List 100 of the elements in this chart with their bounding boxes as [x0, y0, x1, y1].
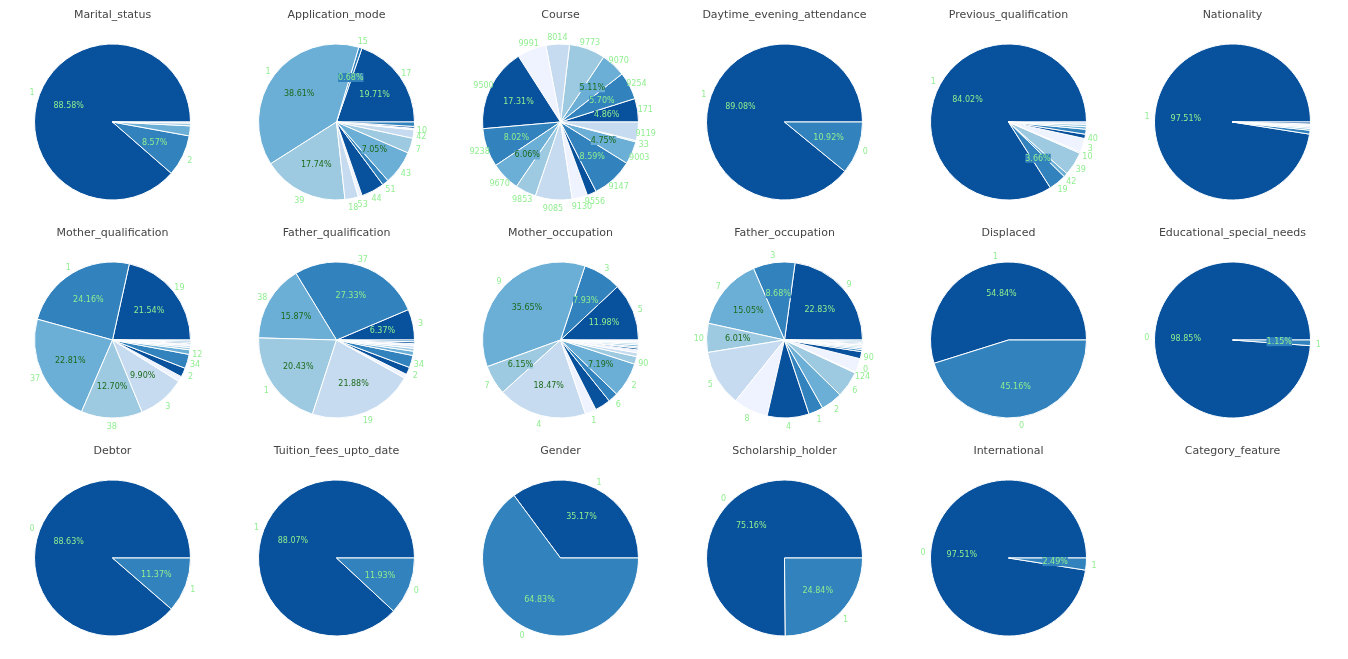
slice-label: 10	[693, 334, 704, 344]
data-label: 11.37%	[141, 569, 172, 579]
data-label: 9.90%	[129, 371, 156, 381]
data-label: 7.19%	[587, 359, 614, 369]
chart-title: Mother_occupation	[508, 225, 613, 239]
slice-label: 1	[1091, 561, 1097, 571]
slice-label: 5	[707, 379, 713, 389]
slice-label: 12	[192, 349, 203, 359]
slice-label: 0	[920, 547, 926, 557]
slice-label: 1	[29, 88, 35, 98]
data-label: 17.31%	[503, 96, 535, 106]
data-label: 97.51%	[946, 549, 978, 559]
data-label: 0.68%	[338, 72, 364, 82]
data-label: 24.84%	[802, 586, 834, 596]
slice-label: 34	[413, 360, 425, 370]
data-label: 22.83%	[804, 304, 836, 314]
slice-label: 9147	[608, 181, 629, 191]
slice-label: 9991	[518, 38, 539, 48]
data-label: 6.06%	[514, 150, 541, 160]
data-label: 45.16%	[1000, 381, 1032, 391]
slice-label: 10	[1082, 152, 1093, 162]
data-label: 8.02%	[503, 133, 530, 143]
slice-label: 1	[701, 89, 707, 99]
data-label: 6.37%	[369, 326, 396, 336]
data-label: 98.85%	[1170, 333, 1202, 343]
data-label: 7.93%	[573, 296, 599, 306]
slice-label: 4	[786, 422, 792, 432]
chart-title: Tuition_fees_upto_date	[272, 443, 400, 457]
slice-label: 0	[863, 364, 869, 374]
slice-label: 18	[348, 202, 359, 212]
slice-label: 6	[615, 399, 621, 409]
data-label: 64.83%	[524, 595, 556, 605]
slice-label: 34	[189, 360, 201, 370]
slice-label: 9085	[542, 203, 564, 213]
slice-label: 38	[257, 293, 268, 303]
slice-label: 40	[1087, 134, 1098, 144]
chart-title: Daytime_evening_attendance	[702, 7, 867, 21]
slice-label: 1	[930, 77, 936, 87]
slice-label: 1	[254, 523, 260, 533]
slice-label: 2	[833, 404, 840, 414]
slice-label: 0	[519, 631, 525, 641]
slice-label: 7	[715, 281, 721, 291]
data-label: 7.05%	[361, 145, 388, 155]
data-label: 88.07%	[277, 536, 309, 546]
slice-label: 1	[190, 584, 196, 594]
slice-label: 9500	[473, 80, 494, 90]
slice-label: 37	[357, 254, 368, 264]
slice-label: 44	[371, 194, 382, 204]
slice-label: 42	[1066, 176, 1077, 186]
data-label: 5.70%	[589, 95, 616, 105]
slice-label: 9	[496, 276, 502, 286]
slice-label: 9773	[579, 37, 601, 47]
slice-label: 37	[30, 373, 41, 383]
slice-label: 9003	[629, 152, 650, 162]
slice-label: 124	[854, 372, 871, 382]
chart-title: Father_qualification	[282, 225, 391, 239]
data-label: 4.86%	[594, 110, 620, 120]
data-label: 38.61%	[283, 89, 315, 99]
slice-label: 42	[416, 131, 427, 141]
slice-label: 7	[415, 144, 421, 154]
data-label: 8.57%	[141, 137, 168, 147]
slice-label: 90	[863, 353, 874, 363]
slice-label: 38	[106, 422, 117, 432]
slice-label: 9119	[635, 128, 656, 138]
slice-label: 33	[638, 139, 649, 149]
slice-label: 3	[770, 251, 776, 261]
data-label: 18.47%	[533, 380, 565, 390]
data-label: 97.51%	[1170, 113, 1202, 123]
slice-label: 0	[29, 524, 35, 534]
data-label: 84.02%	[952, 94, 984, 104]
chart-title: Course	[541, 7, 580, 21]
slice-label: 0	[1018, 421, 1025, 431]
data-label: 88.58%	[53, 101, 85, 111]
data-label: 27.33%	[335, 290, 367, 300]
slice-label: 9	[846, 280, 852, 290]
slice-label: 2	[631, 380, 637, 390]
slice-label: 0	[413, 585, 419, 595]
slice-label: 4	[536, 419, 542, 429]
slice-label: 3	[604, 264, 610, 274]
slice-label: 2	[187, 155, 193, 165]
chart-title: Debtor	[93, 443, 132, 457]
data-label: 2.49%	[1042, 557, 1069, 567]
data-label: 35.65%	[511, 302, 543, 312]
data-label: 10.92%	[813, 133, 845, 143]
data-label: 22.81%	[55, 355, 86, 365]
slice-label: 1	[591, 415, 597, 425]
chart-title: Displaced	[981, 225, 1036, 239]
chart-title: Father_occupation	[734, 225, 835, 239]
chart-title: Nationality	[1202, 7, 1263, 21]
slice-label: 6	[852, 385, 858, 395]
slice-label: 19	[174, 282, 185, 292]
slice-label: 1	[596, 477, 602, 487]
slice-label: 19	[362, 416, 373, 426]
data-label: 6.01%	[725, 334, 751, 344]
slice-label: 2	[412, 370, 418, 380]
data-label: 12.70%	[96, 382, 128, 392]
slice-label: 90	[638, 358, 649, 368]
data-label: 19.71%	[359, 90, 391, 100]
chart-title: Marital_status	[73, 7, 152, 21]
slice-label: 2	[187, 372, 194, 382]
